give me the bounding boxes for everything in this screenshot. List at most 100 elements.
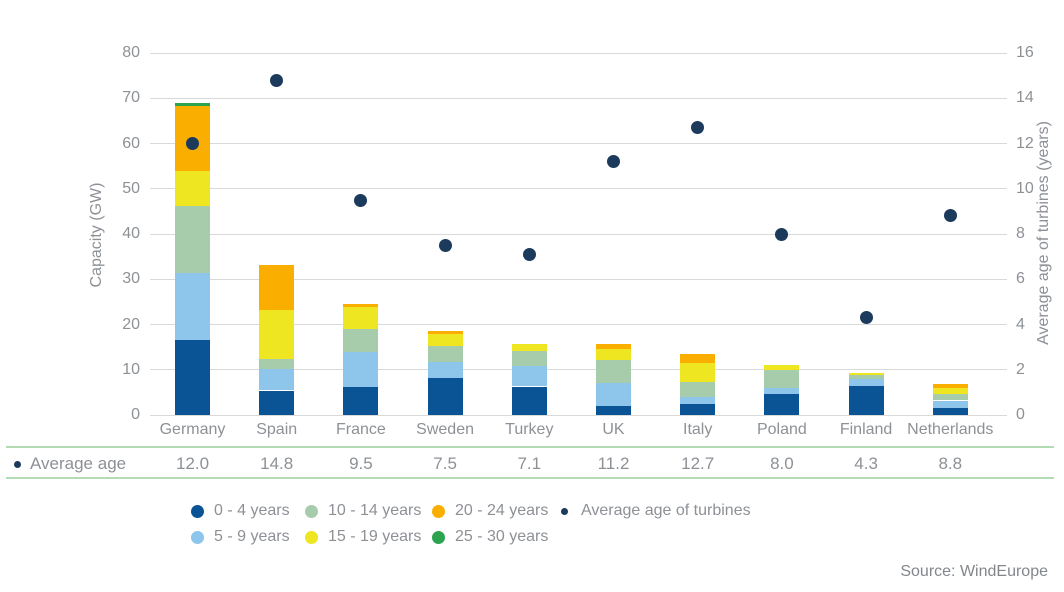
bar-segment-finland-0-4years: [848, 385, 884, 415]
legend-label: 25 - 30 years: [455, 528, 549, 545]
left-tick-0: 0: [131, 406, 140, 423]
legend-swatch-icon: [305, 504, 318, 518]
bar-segment-france-0-4years: [343, 387, 379, 415]
bar-segment-finland-10-14years: [848, 374, 884, 379]
legend-item-5-9-years: 5 - 9 years: [191, 527, 290, 547]
x-label-spain: Spain: [256, 421, 298, 438]
legend-item-15-19-years: 15 - 19 years: [305, 527, 421, 547]
right-tick-4: 4: [1016, 315, 1025, 333]
bar-segment-turkey-5-9years: [511, 366, 547, 387]
gridline-40: [150, 233, 1007, 235]
average-age-dot-netherlands: [943, 209, 957, 223]
bar-segment-sweden-15-19years: [427, 334, 463, 346]
legend-item-average-age-of-turbines: Average age of turbines: [558, 501, 751, 521]
average-age-row-label: Average age: [30, 454, 127, 473]
x-label-sweden: Sweden: [416, 421, 474, 438]
bar-segment-france-10-14years: [343, 329, 379, 353]
bar-segment-spain-5-9years: [259, 368, 295, 391]
legend-swatch-icon: [191, 530, 204, 544]
gridline-80: [150, 52, 1007, 54]
x-label-turkey: Turkey: [505, 421, 554, 438]
legend-item-25-30-years: 25 - 30 years: [432, 527, 548, 547]
bar-segment-uk-10-14years: [596, 359, 631, 384]
bar-segment-sweden-0-4years: [427, 378, 463, 415]
gridline-20: [150, 324, 1007, 325]
bar-segment-poland-5-9years: [764, 387, 800, 394]
left-tick-40: 40: [122, 225, 140, 242]
right-tick-0: 0: [1016, 406, 1025, 423]
legend-swatch-icon: [191, 504, 204, 518]
right-tick-6: 6: [1016, 270, 1025, 288]
left-axis-title: Capacity (GW): [88, 182, 105, 288]
legend-label: 15 - 19 years: [328, 528, 422, 545]
x-label-finland: Finland: [839, 421, 893, 438]
legend-swatch-icon: [561, 507, 568, 515]
left-tick-10: 10: [122, 360, 140, 378]
x-label-france: France: [335, 421, 386, 438]
bar-segment-spain-15-19years: [259, 310, 295, 359]
bar-segment-turkey-10-14years: [511, 351, 547, 367]
bar-segment-spain-10-14years: [259, 358, 295, 369]
bar-segment-netherlands-0-4years: [932, 407, 968, 415]
gridline-70: [150, 97, 1007, 99]
bar-segment-netherlands-20-24years: [932, 383, 968, 389]
bar-segment-netherlands-15-19years: [932, 388, 968, 394]
bar-segment-uk-15-19years: [596, 348, 631, 360]
bar-segment-uk-0-4years: [596, 405, 631, 415]
bar-segment-turkey-15-19years: [511, 344, 547, 352]
x-label-netherlands: Netherlands: [907, 421, 994, 438]
left-tick-50: 50: [122, 179, 140, 197]
right-tick-10: 10: [1016, 179, 1034, 197]
gridline-50: [150, 188, 1007, 190]
legend-item-20-24-years: 20 - 24 years: [432, 501, 548, 521]
right-tick-2: 2: [1016, 360, 1025, 378]
bar-segment-germany-0-4years: [175, 339, 210, 415]
gridline-60: [150, 143, 1007, 144]
right-tick-12: 12: [1016, 134, 1034, 152]
right-tick-14: 14: [1016, 89, 1034, 107]
x-label-poland: Poland: [756, 421, 807, 438]
left-tick-60: 60: [122, 134, 140, 152]
legend-swatch-icon: [432, 530, 445, 544]
bar-segment-germany-15-19years: [175, 170, 210, 207]
x-label-uk: UK: [602, 421, 625, 438]
average-age-dot-sweden: [438, 238, 452, 252]
bar-segment-uk-5-9years: [596, 383, 631, 406]
bar-segment-poland-15-19years: [764, 364, 800, 371]
left-tick-20: 20: [122, 315, 140, 333]
table-bottom-border: [6, 477, 1054, 479]
gridline-30: [150, 278, 1007, 280]
average-age-value-uk: 11.2: [597, 454, 630, 473]
bar-segment-italy-15-19years: [680, 363, 716, 382]
table-top-border: [6, 446, 1054, 448]
bar-segment-france-15-19years: [343, 307, 379, 329]
average-age-value-turkey: 7.1: [517, 454, 542, 473]
legend-item-10-14-years: 10 - 14 years: [305, 501, 421, 521]
legend-label: 20 - 24 years: [455, 502, 549, 519]
bar-segment-netherlands-5-9years: [932, 400, 968, 408]
bar-segment-germany-10-14years: [175, 206, 210, 273]
bar-segment-italy-20-24years: [680, 354, 716, 364]
legend-swatch-icon: [305, 530, 318, 544]
bar-segment-uk-20-24years: [596, 344, 631, 349]
average-age-value-germany: 12.0: [175, 454, 210, 473]
bar-segment-poland-0-4years: [764, 393, 800, 415]
bar-segment-spain-0-4years: [259, 390, 295, 415]
bar-segment-france-20-24years: [343, 304, 379, 308]
right-tick-8: 8: [1016, 225, 1025, 242]
bar-segment-poland-10-14years: [764, 370, 800, 388]
bar-segment-sweden-5-9years: [427, 361, 463, 379]
right-axis-title: Average age of turbines (years): [1035, 121, 1052, 345]
bar-segment-italy-0-4years: [680, 404, 716, 415]
legend-item-0-4-years: 0 - 4 years: [191, 501, 290, 521]
bar-segment-spain-20-24years: [259, 264, 295, 311]
bar-segment-sweden-10-14years: [427, 345, 463, 362]
bar-segment-finland-5-9years: [848, 378, 884, 386]
average-age-dot-uk: [607, 155, 620, 169]
average-age-value-poland: 8.0: [770, 454, 794, 473]
average-age-dot-spain: [270, 73, 284, 87]
legend-label: Average age of turbines: [581, 502, 751, 519]
gridline-0: [150, 414, 1007, 416]
average-age-value-finland: 4.3: [854, 454, 878, 473]
